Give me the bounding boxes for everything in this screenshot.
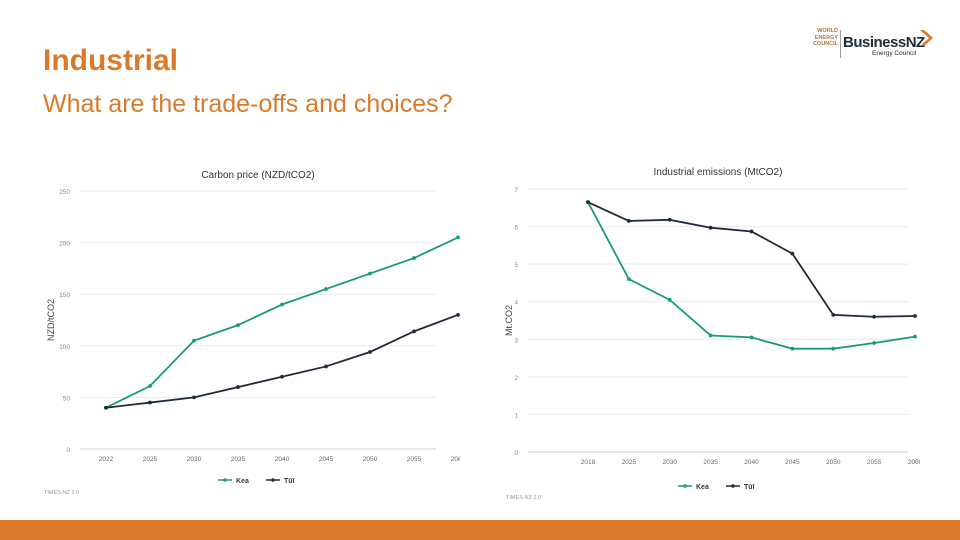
y-tick-label: 200 — [59, 241, 70, 248]
series-line-kea — [105, 236, 459, 409]
y-tick-label: 0 — [514, 450, 518, 457]
chart-title: Industrial emissions (MtCO2) — [654, 167, 783, 178]
x-tick-label: 2025 — [143, 456, 158, 463]
x-tick-label: 2060 — [451, 456, 460, 463]
data-point — [667, 217, 672, 222]
data-point — [626, 277, 631, 282]
data-point — [192, 338, 196, 343]
legend-marker — [271, 478, 275, 482]
footer-accent-bar — [0, 520, 960, 540]
y-tick-label: 3 — [514, 337, 518, 344]
chart-title: Carbon price (NZD/tCO2) — [201, 170, 314, 181]
y-tick-label: 6 — [514, 225, 518, 232]
x-tick-label: 2035 — [231, 456, 246, 463]
x-tick-label: 2060 — [908, 459, 920, 466]
data-point — [586, 200, 590, 205]
data-point — [831, 346, 836, 351]
x-tick-label: 2018 — [581, 459, 596, 466]
y-tick-label: 150 — [59, 292, 70, 299]
businessnz-logo: WORLD ENERGY COUNCIL BusinessNZ Energy C… — [800, 26, 940, 62]
y-axis-label: Mt.CO2 — [504, 305, 514, 336]
y-tick-label: 2 — [514, 375, 518, 382]
data-point — [280, 374, 284, 379]
data-point — [368, 271, 372, 276]
series-line-kea — [587, 201, 916, 350]
data-point — [913, 334, 917, 339]
y-tick-label: 100 — [59, 344, 70, 351]
data-point — [667, 297, 672, 302]
data-point — [324, 287, 328, 291]
legend-label: Kea — [236, 478, 249, 485]
data-point — [412, 256, 416, 260]
y-tick-label: 7 — [514, 187, 518, 194]
wec-logo-text: WORLD ENERGY COUNCIL — [812, 28, 838, 47]
x-tick-label: 2050 — [826, 459, 841, 466]
series-line-tūī — [587, 201, 916, 318]
legend-marker — [731, 484, 735, 488]
data-point — [192, 395, 196, 400]
data-point — [368, 350, 372, 354]
y-tick-label: 250 — [59, 189, 70, 196]
slide-subtitle: What are the trade-offs and choices? — [43, 90, 453, 118]
logo-divider — [840, 30, 841, 58]
y-tick-label: 0 — [66, 447, 70, 454]
y-axis-label: NZD/tCO2 — [46, 299, 56, 341]
data-point — [236, 323, 240, 328]
data-point — [236, 385, 240, 389]
logo-arrow-icon — [920, 30, 933, 46]
x-tick-label: 2030 — [187, 456, 202, 463]
data-point — [280, 302, 284, 307]
x-tick-label: 2055 — [867, 459, 882, 466]
data-point — [872, 314, 877, 319]
data-point — [708, 225, 713, 230]
x-tick-label: 2030 — [663, 459, 678, 466]
y-tick-label: 1 — [514, 412, 518, 419]
source-note: TIMES-NZ 2.0 — [44, 490, 79, 496]
data-point — [913, 314, 917, 318]
x-tick-label: 2045 — [319, 456, 334, 463]
data-point — [749, 229, 754, 234]
x-tick-label: 2035 — [703, 459, 718, 466]
legend-marker — [683, 484, 687, 488]
data-point — [749, 335, 754, 340]
data-point — [324, 364, 328, 369]
slide-title: Industrial — [43, 44, 179, 77]
legend-marker — [223, 478, 227, 482]
logo-name: BusinessNZ — [843, 34, 925, 51]
logo-tagline: Energy Council — [872, 50, 917, 57]
series-line-tūī — [105, 313, 459, 409]
data-point — [626, 219, 631, 223]
x-tick-label: 2040 — [744, 459, 759, 466]
data-point — [456, 312, 460, 317]
x-tick-label: 2055 — [407, 456, 422, 463]
y-tick-label: 50 — [63, 395, 71, 402]
legend-label: Tūī — [284, 478, 296, 485]
y-tick-label: 4 — [514, 300, 518, 307]
x-tick-label: 2050 — [363, 456, 378, 463]
data-point — [456, 235, 460, 240]
y-tick-label: 5 — [514, 262, 518, 269]
x-tick-label: 2045 — [785, 459, 800, 466]
source-note: TIMES-NZ 2.0 — [506, 495, 541, 501]
x-tick-label: 2025 — [622, 459, 637, 466]
carbon-price-chart: Carbon price (NZD/tCO2) NZD/tCO2 0 50 100 150… — [44, 170, 460, 496]
x-tick-label: 2022 — [99, 456, 114, 463]
legend-label: Tūī — [744, 484, 756, 491]
data-point — [790, 346, 795, 351]
data-point — [412, 329, 416, 334]
legend-label: Kea — [696, 484, 709, 491]
data-point — [708, 333, 713, 338]
industrial-emissions-chart: Industrial emissions (MtCO2) Mt.CO2 0 1 2 3 4 5… — [504, 167, 920, 501]
data-point — [148, 400, 152, 405]
data-point — [148, 384, 152, 388]
data-point — [872, 341, 877, 345]
x-tick-label: 2040 — [275, 456, 290, 463]
data-point — [790, 251, 795, 256]
data-point — [831, 312, 836, 317]
data-point — [104, 405, 108, 410]
